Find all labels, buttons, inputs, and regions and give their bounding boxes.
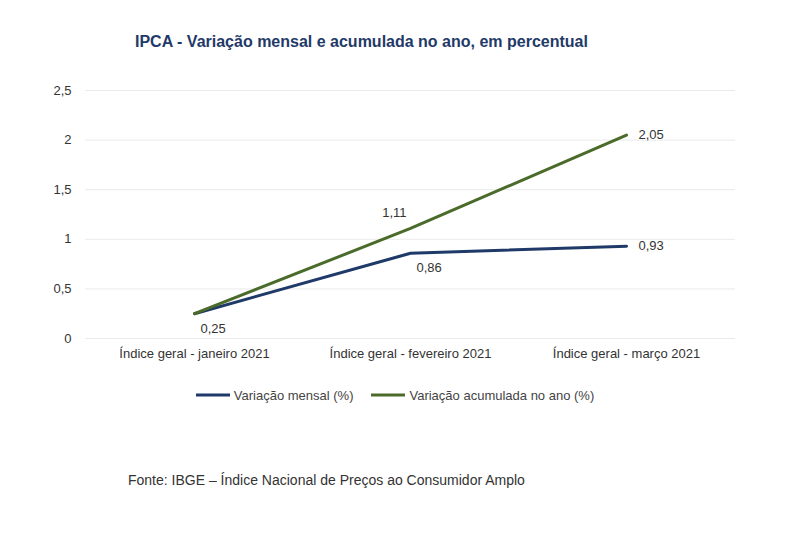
svg-text:2: 2 [64, 132, 71, 147]
svg-text:2,5: 2,5 [53, 83, 71, 98]
svg-text:1: 1 [64, 231, 71, 246]
svg-text:0,86: 0,86 [417, 260, 442, 275]
svg-text:2,05: 2,05 [639, 127, 664, 142]
html-text:Fonte: IBGE – Índice Nacional: Fonte: IBGE – Índice Nacional de Preços … [128, 472, 525, 488]
svg-text:0: 0 [64, 331, 71, 346]
html-text:Variação mensal (%): Variação mensal (%) [233, 387, 354, 403]
svg-text:0,25: 0,25 [201, 321, 226, 336]
svg-text:Índice geral - fevereiro 2021: Índice geral - fevereiro 2021 [330, 346, 492, 361]
svg-text:Índice geral - março 2021: Índice geral - março 2021 [553, 346, 700, 361]
html-text:IPCA - Variação mensal e acumu: IPCA - Variação mensal e acumulada no an… [135, 33, 588, 50]
svg-text:Índice geral - janeiro 2021: Índice geral - janeiro 2021 [119, 346, 269, 361]
svg-text:0,93: 0,93 [639, 238, 664, 253]
svg-text:1,11: 1,11 [382, 205, 406, 220]
svg-text:1,5: 1,5 [53, 182, 71, 197]
html-text:Variação acumulada no ano (%): Variação acumulada no ano (%) [409, 387, 595, 403]
svg-text:0,5: 0,5 [53, 281, 71, 296]
